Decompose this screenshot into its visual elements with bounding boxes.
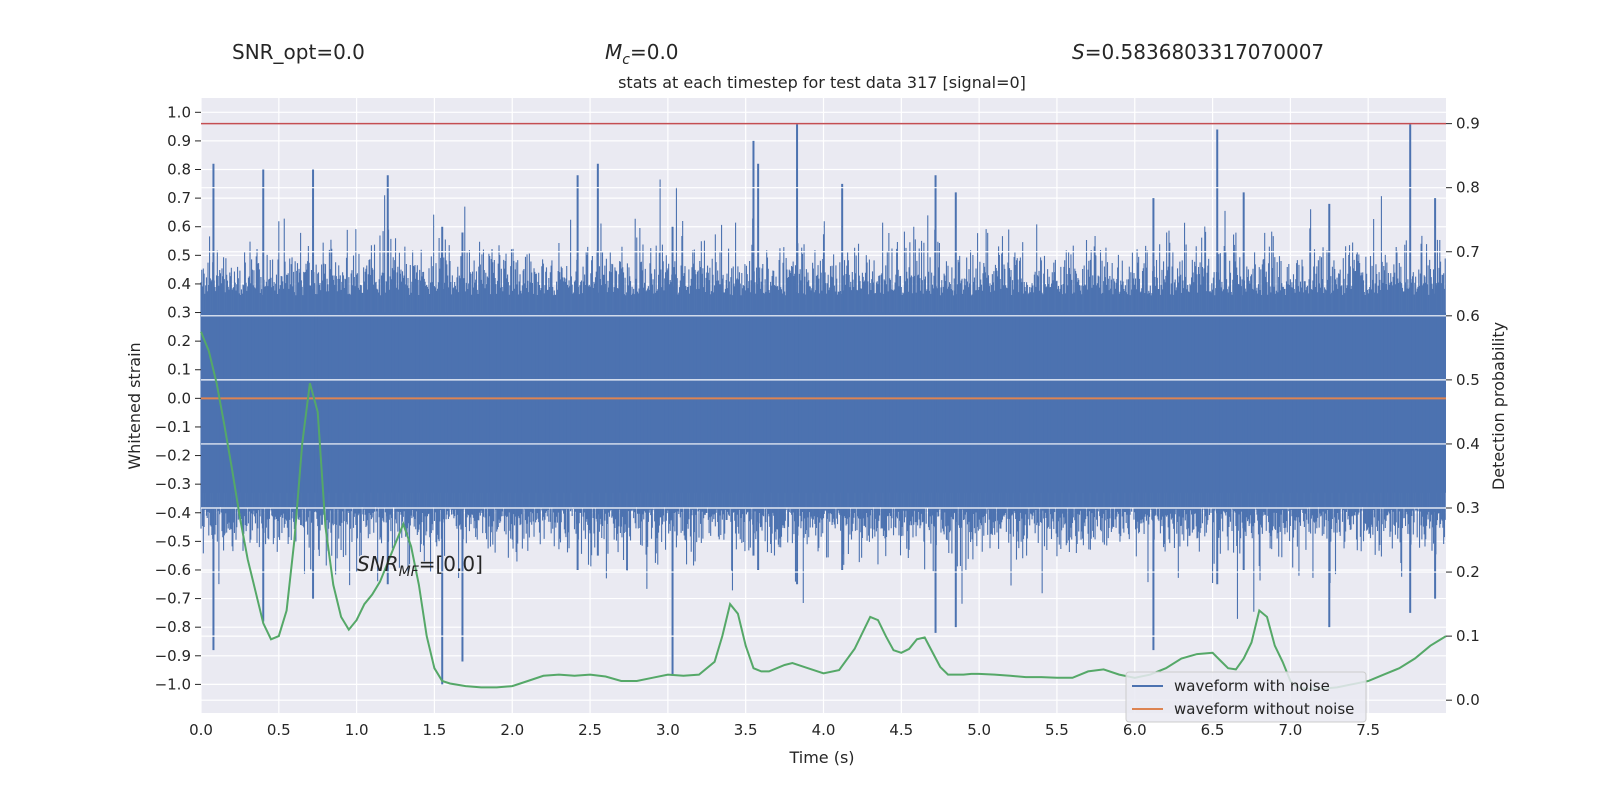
y2-tick-label: 0.7: [1456, 243, 1480, 261]
x-tick-label: 4.5: [889, 721, 913, 739]
x-tick-label: 7.5: [1356, 721, 1380, 739]
y-tick-label: −1.0: [155, 675, 191, 693]
y-tick-label: 0.4: [167, 275, 191, 293]
y2-tick-label: 0.4: [1456, 435, 1480, 453]
x-tick-label: 6.0: [1123, 721, 1147, 739]
y-tick-label: 0.6: [167, 218, 191, 236]
x-tick-label: 5.0: [967, 721, 991, 739]
y-tick-label: −0.6: [155, 561, 191, 579]
y2-tick-label: 0.3: [1456, 499, 1480, 517]
y2-tick-label: 0.9: [1456, 115, 1480, 133]
snr-opt-label: SNR_opt=0.0: [232, 40, 365, 64]
right-y-ticks: 0.9 0.8 0.7 0.6 0.5 0.4 0.3 0.2 0.1 0.0: [1446, 115, 1480, 709]
snr-mf-annotation: SNRMF=[0.0]: [357, 552, 483, 580]
chirp-mass-label: Mc=0.0: [605, 40, 679, 68]
y-tick-label: −0.7: [155, 590, 191, 608]
x-tick-label: 0.0: [189, 721, 213, 739]
y2-tick-label: 0.2: [1456, 563, 1480, 581]
y2-axis-label: Detection probability: [1489, 322, 1508, 490]
y-tick-label: 0.5: [167, 246, 191, 264]
y-tick-label: −0.4: [155, 504, 191, 522]
y-tick-label: 0.8: [167, 161, 191, 179]
score-label: S=0.5836803317070007: [1072, 40, 1324, 64]
y-tick-label: 0.7: [167, 189, 191, 207]
left-y-ticks: 1.0 0.9 0.8 0.7 0.6 0.5 0.4 0.3 0.2 0.1 0.0 −0.1 −0.…: [155, 103, 201, 693]
y-tick-label: 0.2: [167, 332, 191, 350]
x-tick-label: 6.5: [1201, 721, 1225, 739]
x-axis-label: Time (s): [788, 748, 854, 767]
y2-tick-label: 0.5: [1456, 371, 1480, 389]
x-tick-label: 1.5: [423, 721, 447, 739]
x-tick-label: 0.5: [267, 721, 291, 739]
x-tick-label: 5.5: [1045, 721, 1069, 739]
x-tick-label: 2.0: [500, 721, 524, 739]
y-tick-label: −0.2: [155, 447, 191, 465]
y-tick-label: −0.1: [155, 418, 191, 436]
y-tick-label: 0.9: [167, 132, 191, 150]
y2-tick-label: 0.0: [1456, 691, 1480, 709]
y2-tick-label: 0.1: [1456, 627, 1480, 645]
x-tick-label: 3.5: [734, 721, 758, 739]
legend: waveform with noise waveform without noi…: [1125, 671, 1367, 723]
chart-title: stats at each timestep for test data 317…: [618, 73, 1026, 92]
x-tick-label: 4.0: [812, 721, 836, 739]
y-axis-label: Whitened strain: [125, 342, 144, 469]
detection-probability-line: [200, 331, 1447, 690]
y2-tick-label: 0.8: [1456, 179, 1480, 197]
legend-clean-label: waveform without noise: [1174, 700, 1354, 718]
y-tick-label: 0.1: [167, 361, 191, 379]
y-tick-label: −0.8: [155, 618, 191, 636]
y-tick-label: −0.3: [155, 475, 191, 493]
x-ticks: 0.0 0.5 1.0 1.5 2.0 2.5 3.0 3.5 4.0 4.5 5.0 5.5 6.0 6…: [189, 721, 1380, 739]
y-tick-label: −0.9: [155, 647, 191, 665]
x-tick-label: 7.0: [1278, 721, 1302, 739]
x-tick-label: 3.0: [656, 721, 680, 739]
x-tick-label: 2.5: [578, 721, 602, 739]
y-tick-label: 1.0: [167, 103, 191, 121]
x-tick-label: 1.0: [345, 721, 369, 739]
y-tick-label: −0.5: [155, 532, 191, 550]
y-tick-label: 0.0: [167, 389, 191, 407]
legend-noisy-label: waveform with noise: [1174, 677, 1330, 695]
y-tick-label: 0.3: [167, 304, 191, 322]
y2-tick-label: 0.6: [1456, 307, 1480, 325]
legend-box: [1125, 671, 1367, 723]
